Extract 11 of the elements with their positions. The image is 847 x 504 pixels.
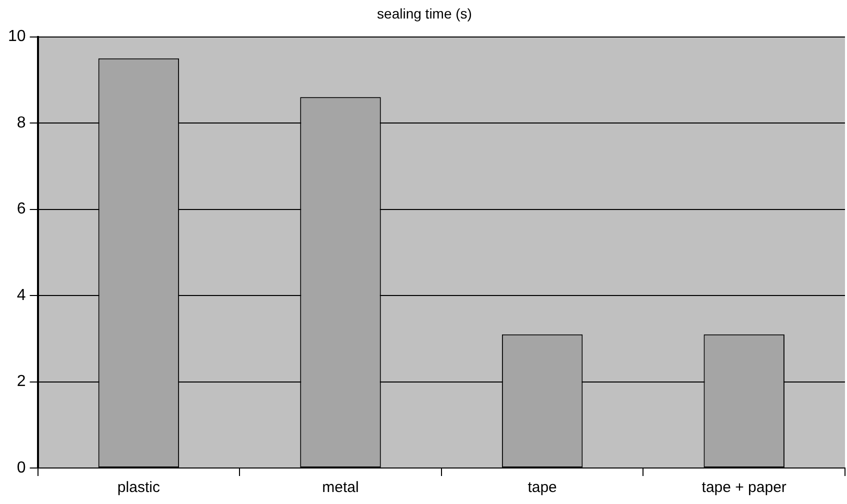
x-tick-label: tape	[528, 479, 557, 496]
x-tick-label: tape + paper	[702, 479, 786, 496]
y-tick-label: 6	[16, 200, 26, 218]
chart-title: sealing time (s)	[377, 5, 472, 22]
y-tick-label: 10	[8, 28, 26, 46]
x-tick-label: plastic	[117, 479, 160, 496]
y-tick-label: 2	[16, 373, 26, 390]
y-tick-label: 4	[16, 286, 26, 304]
y-tick-label: 8	[16, 114, 26, 132]
y-tick-label: 0	[16, 459, 26, 476]
x-tick-label: metal	[322, 479, 359, 496]
